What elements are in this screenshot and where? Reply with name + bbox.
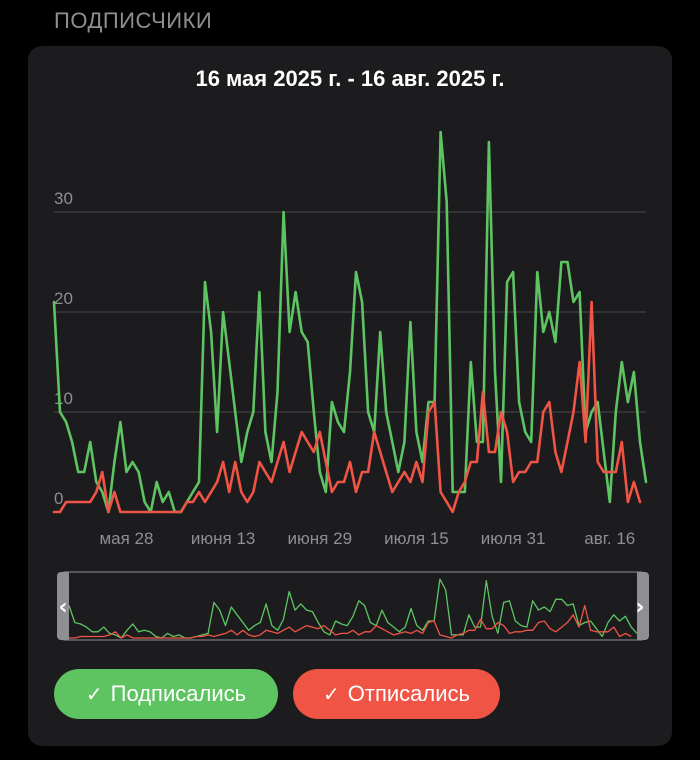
- y-tick-label: 10: [54, 389, 73, 408]
- navigator-left-handle[interactable]: ‹: [57, 572, 69, 640]
- x-tick-label: мая 28: [99, 529, 153, 548]
- checkmark-icon: ✓: [323, 683, 340, 706]
- subscribers-chart-card: 16 мая 2025 г. - 16 авг. 2025 г. 0 10 20 30…: [28, 46, 672, 746]
- x-tick-label: авг. 16: [584, 529, 635, 548]
- navigator-line-unsubscribed: [69, 604, 632, 639]
- checkmark-icon: ✓: [85, 683, 103, 706]
- navigator-series: [68, 578, 638, 639]
- x-tick-label: июня 13: [191, 529, 255, 548]
- navigator-right-handle[interactable]: ›: [635, 572, 649, 640]
- chart-grid: [54, 211, 646, 413]
- chevron-right-icon: ›: [635, 595, 644, 620]
- navigator-line-subscribed: [68, 578, 638, 639]
- chevron-left-icon: ‹: [58, 595, 67, 620]
- subscribed-toggle-button[interactable]: ✓ Подписались: [54, 669, 278, 719]
- y-tick-label: 30: [54, 189, 73, 208]
- series-line-subscribed: [52, 130, 648, 514]
- x-axis-ticks: мая 28 июня 13 июня 29 июля 15 июля 31 авг. 1…: [99, 529, 635, 548]
- x-tick-label: июля 15: [384, 529, 449, 548]
- x-tick-label: июля 31: [481, 529, 546, 548]
- y-axis-ticks: 0 10 20 30: [54, 189, 73, 508]
- y-tick-label: 20: [54, 289, 73, 308]
- series-line-unsubscribed: [52, 300, 642, 514]
- x-tick-label: июня 29: [288, 529, 352, 548]
- section-title: ПОДПИСЧИКИ: [54, 8, 213, 33]
- chart-series: [52, 130, 648, 514]
- date-range-title: 16 мая 2025 г. - 16 авг. 2025 г.: [195, 66, 505, 91]
- subscribed-label: Подписались: [110, 681, 247, 706]
- range-navigator[interactable]: ‹ ›: [57, 571, 649, 641]
- unsubscribed-label: Отписались: [347, 681, 470, 706]
- unsubscribed-toggle-button[interactable]: ✓ Отписались: [293, 669, 500, 719]
- y-tick-label: 0: [54, 489, 63, 508]
- subscribers-line-chart: 0 10 20 30 мая 28 июня 13 июня 29 июля 15 июля …: [52, 130, 649, 641]
